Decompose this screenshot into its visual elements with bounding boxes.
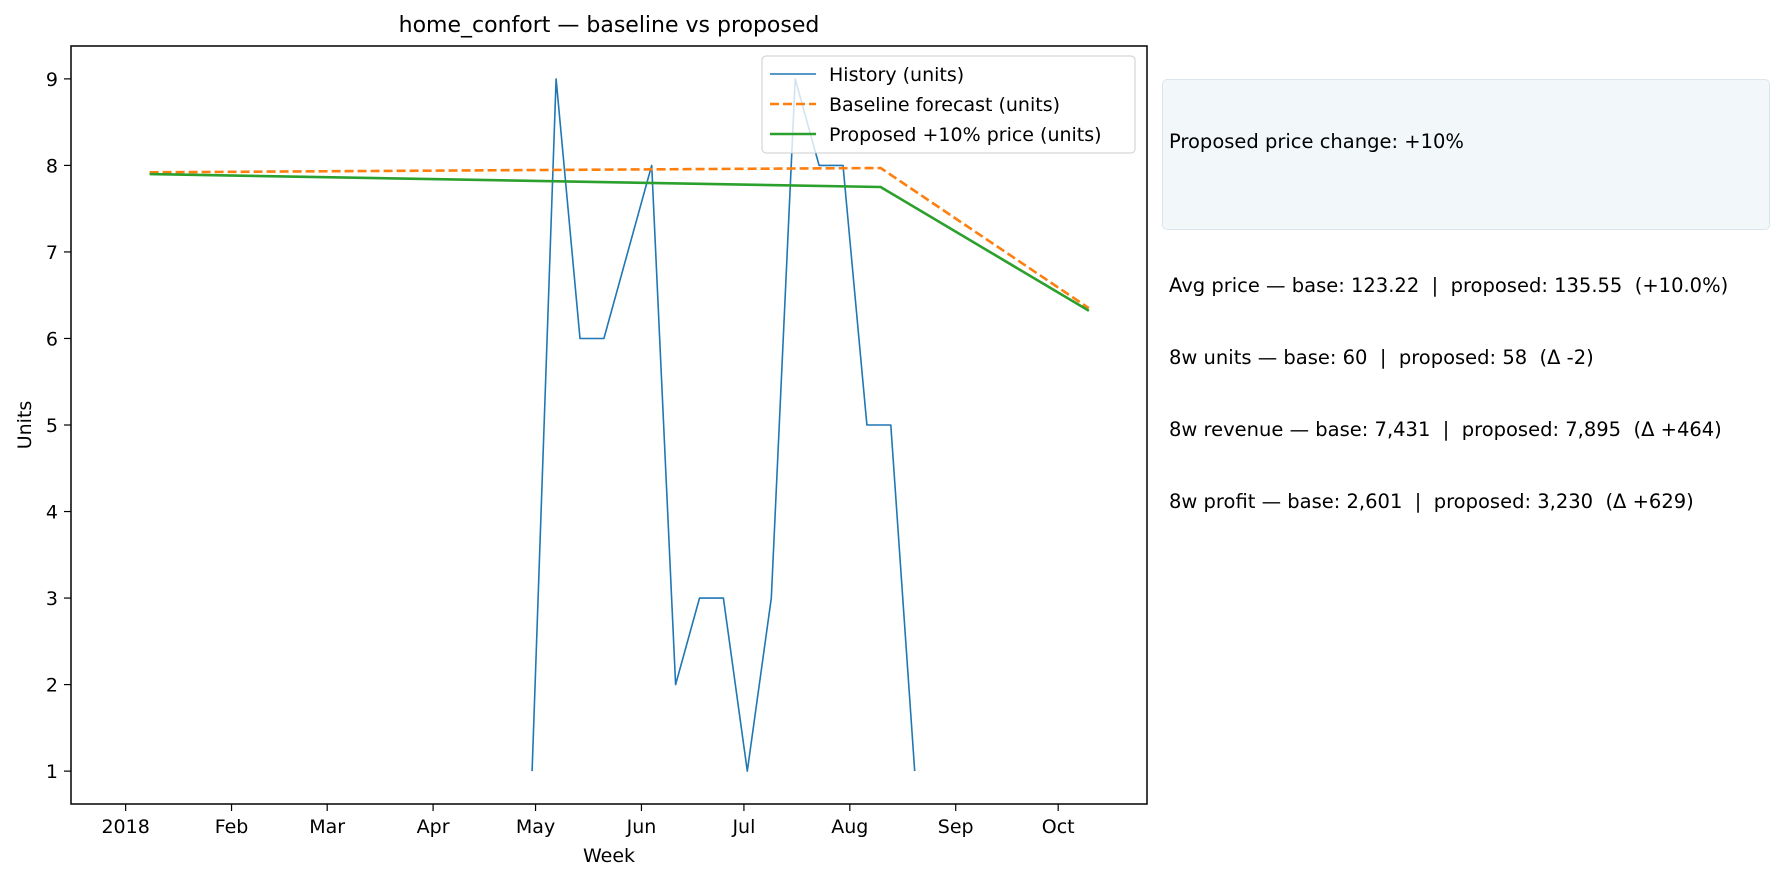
legend-frame <box>761 55 1136 154</box>
summary-units: 8w units — base: 60 | proposed: 58 (Δ -2… <box>1169 346 1594 369</box>
price-change-summary-box: Proposed price change: +10% Avg price — … <box>1162 79 1770 513</box>
summary-revenue: 8w revenue — base: 7,431 | proposed: 7,8… <box>1169 418 1722 441</box>
y-tick-label: 4 <box>46 502 58 524</box>
summary-avg-price: Avg price — base: 123.22 | proposed: 135… <box>1169 274 1729 297</box>
y-tick-label: 6 <box>46 328 58 350</box>
y-tick-label: 5 <box>46 415 58 437</box>
y-tick-label: 8 <box>46 155 58 177</box>
x-tick-label: Apr <box>417 816 450 838</box>
summary-spacer <box>1169 202 1763 226</box>
y-tick-label: 1 <box>46 761 58 783</box>
x-tick-label: May <box>516 816 555 838</box>
summary-price-change: Proposed price change: +10% <box>1169 130 1464 153</box>
history-line <box>531 78 916 772</box>
x-tick-label: Feb <box>215 816 249 838</box>
y-tick-label: 7 <box>46 242 58 264</box>
chart-title: home_confort — baseline vs proposed <box>399 13 820 38</box>
x-tick-label: Oct <box>1042 816 1075 838</box>
x-tick-label: Mar <box>309 816 345 838</box>
y-axis-label: Units <box>14 401 36 450</box>
x-tick-label: Sep <box>938 816 974 838</box>
legend-label-history: History (units) <box>829 64 964 86</box>
x-tick-label: Jun <box>626 816 657 838</box>
proposed-price-line <box>149 172 1090 312</box>
y-tick-label: 2 <box>46 675 58 697</box>
x-tick-label: Aug <box>831 816 868 838</box>
x-tick-label: 2018 <box>101 816 149 838</box>
summary-profit: 8w profit — base: 2,601 | proposed: 3,23… <box>1169 490 1694 513</box>
x-tick-label: Jul <box>731 816 755 838</box>
x-axis-label: Week <box>583 845 635 867</box>
plot-area-frame <box>70 45 1148 805</box>
legend: History (units) Baseline forecast (units… <box>761 55 1136 154</box>
y-tick-label: 9 <box>46 69 58 91</box>
baseline-forecast-line <box>149 166 1090 310</box>
y-tick-label: 3 <box>46 588 58 610</box>
legend-label-proposed: Proposed +10% price (units) <box>829 124 1102 146</box>
legend-label-baseline: Baseline forecast (units) <box>829 94 1060 116</box>
